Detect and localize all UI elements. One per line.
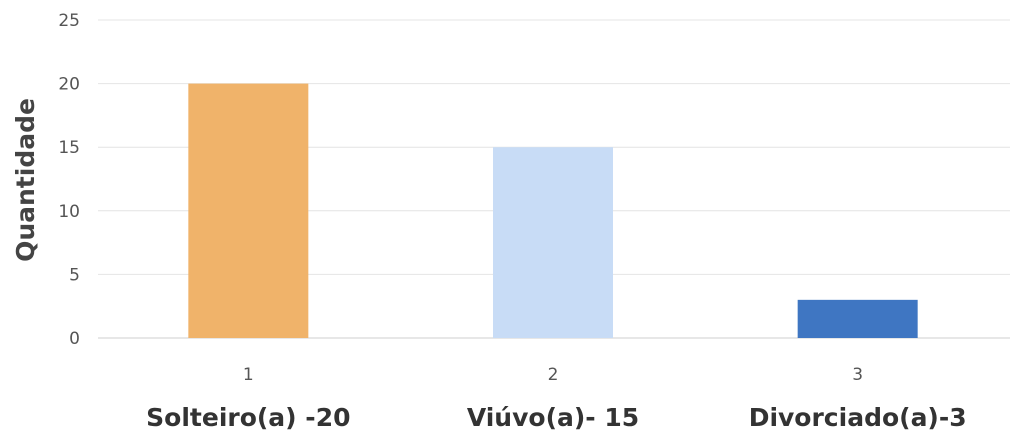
category-label: Divorciado(a)-3 [749,403,967,432]
y-tick-label: 25 [58,11,80,31]
y-tick-label: 20 [58,75,80,95]
bar [188,83,309,338]
y-tick-labels: 0 5 10 15 20 25 [58,11,80,349]
y-tick-label: 0 [69,329,80,349]
y-axis-label: Quantidade [11,98,40,262]
y-tick-label: 5 [69,265,80,285]
x-tick-label: 2 [548,365,559,385]
category-labels: Solteiro(a) -20 Viúvo(a)- 15 Divorciado(a)… [146,403,966,432]
x-tick-label: 3 [852,365,863,385]
category-label: Viúvo(a)- 15 [467,403,639,432]
x-tick-label: 1 [243,365,254,385]
y-tick-label: 10 [58,202,80,222]
bars [188,83,918,338]
y-tick-label: 15 [58,138,80,158]
bar [797,299,918,338]
x-tick-labels: 1 2 3 [243,365,863,385]
category-label: Solteiro(a) -20 [146,403,350,432]
bar [493,147,613,338]
